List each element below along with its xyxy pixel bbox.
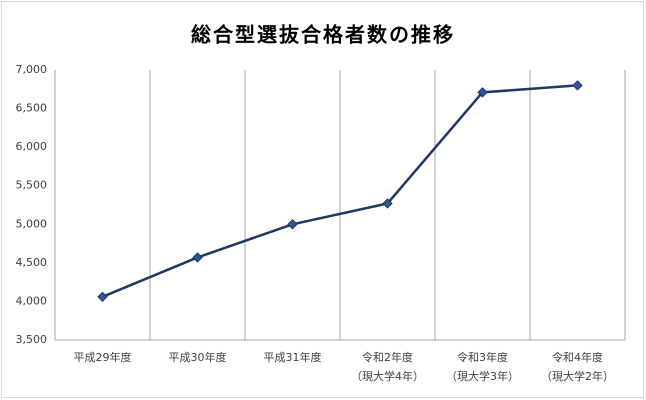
- marker: [572, 80, 583, 91]
- x-tick-note: （現大学2年）: [541, 369, 614, 383]
- x-tick-label: 平成30年度: [169, 350, 227, 364]
- y-tick-label: 5,000: [16, 217, 48, 230]
- x-tick-label: 平成31年度: [264, 350, 322, 364]
- x-tick-label: 令和3年度: [457, 350, 508, 364]
- chart-title: 総合型選抜合格者数の推移: [191, 23, 455, 47]
- y-tick-label: 5,500: [16, 179, 48, 192]
- marker: [97, 291, 108, 303]
- x-tick-note: （現大学4年）: [351, 369, 424, 383]
- x-tick-note: （現大学3年）: [446, 369, 519, 383]
- marker: [382, 198, 393, 209]
- y-tick-label: 7,000: [16, 63, 48, 76]
- x-tick-label: 平成29年度: [74, 350, 132, 364]
- line: [102, 84, 578, 298]
- x-tick-label: 令和2年度: [362, 350, 413, 364]
- marker: [287, 219, 298, 230]
- marker: [192, 252, 203, 263]
- marker: [477, 87, 488, 98]
- y-tick-label: 3,500: [16, 333, 48, 346]
- x-tick-label: 令和4年度: [552, 350, 603, 364]
- y-tick-label: 6,500: [16, 102, 48, 115]
- y-tick-label: 6,000: [16, 140, 48, 153]
- y-tick-label: 4,500: [16, 256, 48, 269]
- y-tick-label: 4,000: [16, 294, 48, 307]
